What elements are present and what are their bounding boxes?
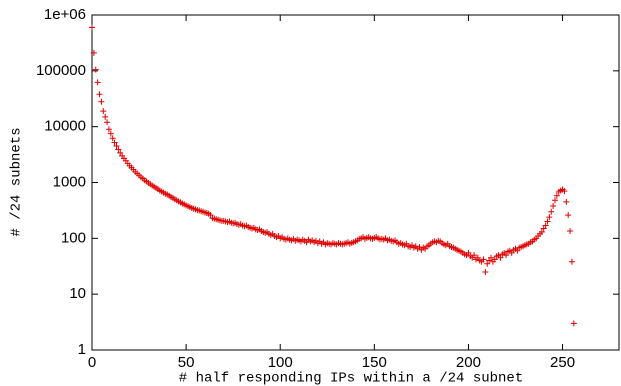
- point: [94, 79, 101, 86]
- point: [570, 320, 577, 327]
- point: [100, 108, 107, 115]
- point: [567, 228, 574, 235]
- point: [561, 188, 568, 195]
- point: [546, 214, 553, 221]
- y-tick-label: 10000: [44, 118, 86, 135]
- x-axis-label: # half responding IPs within a /24 subne…: [179, 371, 523, 386]
- point: [542, 222, 549, 229]
- x-tick-label: 250: [550, 354, 575, 371]
- point: [465, 249, 472, 256]
- point: [471, 252, 478, 259]
- point: [482, 268, 489, 275]
- point: [104, 119, 111, 126]
- point: [491, 256, 498, 263]
- y-tick-label: 100000: [36, 62, 86, 79]
- point: [538, 228, 545, 235]
- point: [488, 254, 495, 261]
- x-tick-label: 200: [456, 354, 481, 371]
- point: [92, 66, 99, 73]
- point: [107, 130, 114, 137]
- point: [548, 208, 555, 215]
- point: [550, 202, 557, 209]
- point: [514, 247, 521, 254]
- point: [540, 225, 547, 232]
- point: [113, 143, 120, 150]
- x-tick-label: 100: [268, 354, 293, 371]
- y-tick-label: 10: [69, 285, 86, 302]
- y-tick-label: 1000: [53, 173, 86, 190]
- point: [115, 146, 122, 153]
- point: [90, 49, 97, 56]
- y-tick-label: 1e+06: [44, 6, 86, 23]
- y-axis-label: # /24 subnets: [9, 127, 25, 236]
- x-tick-label: 50: [178, 354, 195, 371]
- point: [98, 98, 105, 105]
- point: [480, 256, 487, 263]
- point: [105, 126, 112, 133]
- point: [117, 149, 124, 156]
- point: [96, 91, 103, 98]
- point: [102, 113, 109, 120]
- y-tick-label: 1: [78, 341, 86, 358]
- point: [544, 218, 551, 225]
- point: [553, 192, 560, 199]
- x-tick-label: 0: [88, 354, 96, 371]
- plot-frame: [91, 14, 620, 351]
- point: [484, 260, 491, 267]
- y-tick-label: 100: [61, 229, 86, 246]
- point: [565, 212, 572, 219]
- point: [497, 254, 504, 261]
- point: [568, 258, 575, 265]
- x-tick-label: 150: [362, 354, 387, 371]
- point: [503, 252, 510, 259]
- point: [89, 24, 95, 31]
- point: [563, 198, 570, 205]
- point: [111, 139, 118, 146]
- point: [109, 135, 116, 142]
- point: [552, 197, 559, 204]
